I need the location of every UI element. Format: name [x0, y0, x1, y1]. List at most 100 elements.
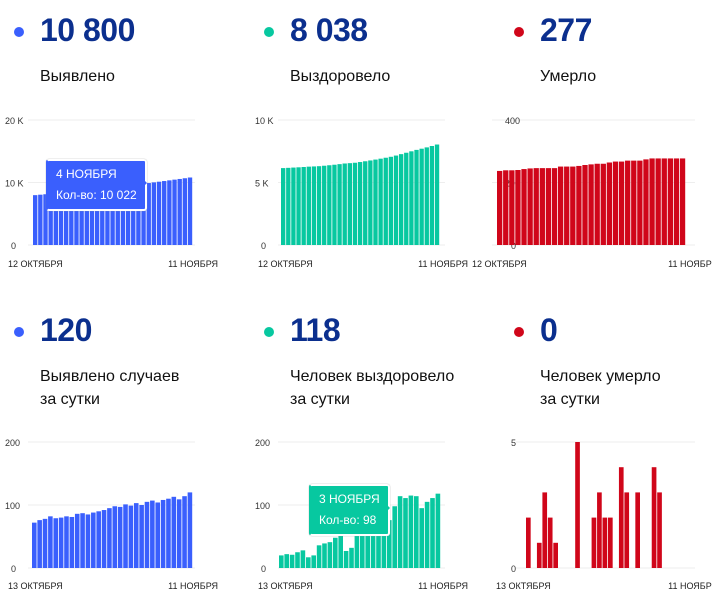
bar[interactable] — [38, 194, 43, 245]
bar[interactable] — [155, 502, 160, 568]
bar[interactable] — [112, 506, 118, 568]
bar[interactable] — [661, 158, 667, 245]
bar[interactable] — [570, 166, 576, 245]
bar[interactable] — [311, 555, 316, 568]
bar[interactable] — [322, 165, 327, 245]
bar[interactable] — [373, 159, 378, 245]
bar[interactable] — [352, 162, 358, 245]
bar[interactable] — [42, 518, 48, 568]
bar[interactable] — [553, 542, 558, 568]
bar[interactable] — [679, 158, 686, 245]
bar[interactable] — [388, 156, 394, 245]
bar[interactable] — [414, 496, 419, 568]
bar[interactable] — [370, 523, 376, 568]
bar[interactable] — [597, 492, 602, 568]
bar[interactable] — [48, 193, 53, 245]
bar[interactable] — [316, 166, 322, 245]
bar[interactable] — [301, 167, 306, 245]
bar[interactable] — [397, 496, 403, 568]
bar[interactable] — [162, 181, 167, 245]
bar[interactable] — [576, 165, 582, 245]
bar[interactable] — [337, 164, 342, 245]
bar[interactable] — [182, 496, 187, 568]
bar[interactable] — [37, 520, 42, 568]
bar[interactable] — [503, 170, 509, 245]
bar[interactable] — [564, 166, 570, 245]
bar[interactable] — [651, 467, 657, 568]
bar[interactable] — [588, 164, 594, 245]
bar[interactable] — [398, 154, 404, 245]
bar[interactable] — [649, 158, 655, 245]
bar[interactable] — [123, 504, 128, 568]
bar[interactable] — [125, 185, 131, 245]
bar[interactable] — [128, 505, 134, 568]
bar[interactable] — [332, 164, 337, 245]
bar[interactable] — [120, 186, 126, 245]
bar[interactable] — [521, 169, 527, 245]
bar[interactable] — [107, 508, 112, 568]
bar[interactable] — [378, 158, 383, 245]
bar[interactable] — [91, 512, 96, 568]
bar[interactable] — [74, 191, 79, 245]
bar[interactable] — [557, 166, 564, 245]
bar[interactable] — [156, 181, 162, 245]
bar[interactable] — [79, 190, 84, 245]
bar[interactable] — [515, 170, 521, 245]
bar[interactable] — [316, 545, 322, 568]
bar[interactable] — [171, 496, 177, 568]
bar[interactable] — [69, 191, 74, 245]
bar[interactable] — [624, 492, 630, 568]
bar[interactable] — [368, 160, 373, 245]
bar[interactable] — [306, 557, 311, 568]
bar[interactable] — [141, 183, 146, 245]
bar[interactable] — [542, 492, 548, 568]
bar[interactable] — [296, 167, 301, 245]
bar[interactable] — [342, 163, 347, 246]
bar[interactable] — [591, 517, 597, 568]
bar[interactable] — [327, 165, 332, 245]
bar[interactable] — [136, 184, 141, 245]
bar[interactable] — [606, 162, 613, 246]
bar[interactable] — [383, 157, 388, 245]
bar[interactable] — [53, 193, 59, 245]
bar[interactable] — [608, 517, 613, 568]
bar[interactable] — [176, 499, 182, 568]
bar[interactable] — [58, 517, 64, 568]
bar[interactable] — [84, 190, 89, 245]
bar[interactable] — [602, 517, 608, 568]
bar[interactable] — [150, 500, 155, 568]
bar[interactable] — [509, 170, 515, 245]
bar[interactable] — [419, 148, 424, 245]
bar[interactable] — [575, 442, 580, 568]
bar[interactable] — [284, 554, 289, 568]
bar[interactable] — [582, 165, 588, 245]
bar[interactable] — [89, 189, 95, 245]
bar[interactable] — [100, 188, 105, 245]
bar[interactable] — [69, 516, 75, 568]
bar[interactable] — [545, 168, 552, 245]
bar[interactable] — [187, 492, 193, 568]
bar[interactable] — [146, 183, 151, 245]
bar[interactable] — [101, 510, 107, 568]
bar[interactable] — [408, 495, 414, 568]
bar[interactable] — [635, 492, 640, 568]
bar[interactable] — [497, 170, 503, 245]
bar[interactable] — [429, 146, 435, 245]
bar[interactable] — [625, 160, 631, 245]
bar[interactable] — [187, 177, 193, 246]
bar[interactable] — [160, 499, 166, 568]
bar[interactable] — [643, 159, 649, 245]
bar[interactable] — [289, 554, 295, 568]
bar[interactable] — [74, 513, 80, 568]
bar[interactable] — [166, 498, 171, 568]
bar[interactable] — [53, 518, 59, 568]
bar[interactable] — [96, 511, 101, 568]
bar[interactable] — [539, 168, 545, 245]
bar[interactable] — [673, 158, 680, 245]
bar[interactable] — [311, 166, 317, 245]
bar[interactable] — [655, 158, 661, 245]
bar[interactable] — [286, 167, 291, 245]
bar[interactable] — [347, 163, 353, 245]
bar[interactable] — [279, 555, 284, 568]
bar[interactable] — [167, 180, 172, 245]
